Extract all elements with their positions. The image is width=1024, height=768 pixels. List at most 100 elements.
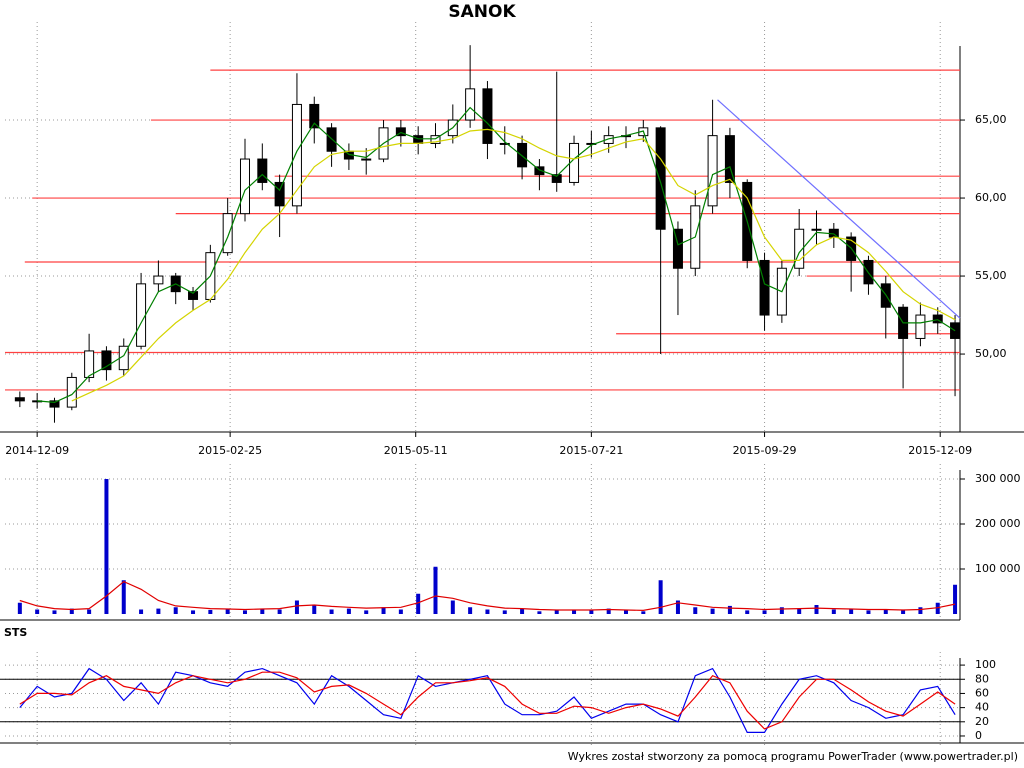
volume-bar xyxy=(502,610,507,614)
volume-bar xyxy=(104,479,109,614)
y-tick-label: 50,00 xyxy=(975,347,1007,360)
oscillator-line xyxy=(19,667,956,733)
volume-bar xyxy=(606,608,611,614)
candle-body xyxy=(136,283,147,347)
candle-body xyxy=(257,158,268,183)
y-tick-label: 100 000 xyxy=(975,562,1021,575)
volume-bar xyxy=(87,609,92,614)
volume-bar xyxy=(953,584,958,614)
candle-body xyxy=(66,376,77,408)
volume-bar xyxy=(675,600,680,614)
candle-body xyxy=(915,314,926,339)
y-tick-label: 200 000 xyxy=(975,517,1021,530)
candle-body xyxy=(153,275,164,285)
moving-average xyxy=(71,128,956,402)
oscillator-line xyxy=(19,671,956,730)
candle-body xyxy=(84,350,95,378)
volume-bar xyxy=(935,602,940,614)
y-tick-label: 0 xyxy=(975,729,982,742)
volume-bar xyxy=(883,609,888,614)
candle-body xyxy=(413,135,424,144)
y-tick-label: 60,00 xyxy=(975,191,1007,204)
volume-bar xyxy=(35,609,40,614)
volume-bar xyxy=(918,607,923,614)
volume-bar xyxy=(173,607,178,614)
footer: Wykres został stworzony za pomocą progra… xyxy=(568,750,1018,763)
volume-bar xyxy=(520,608,525,614)
trend-line xyxy=(717,99,961,319)
volume-bar xyxy=(398,609,403,614)
volume-bar xyxy=(779,607,784,614)
volume-bar xyxy=(69,608,74,614)
candle-body xyxy=(724,135,735,183)
candle-body xyxy=(291,103,302,207)
candle-body xyxy=(239,158,250,215)
candle-body xyxy=(101,350,112,371)
volume-bar xyxy=(346,608,351,614)
candle-body xyxy=(395,127,406,137)
x-tick-label: 2015-02-25 xyxy=(198,444,262,457)
candle-body xyxy=(49,400,60,408)
candle-body xyxy=(707,135,718,207)
y-tick-label: 40 xyxy=(975,701,989,714)
volume-bar xyxy=(294,600,299,614)
volume-bar xyxy=(156,608,161,614)
volume-bar xyxy=(242,610,247,614)
volume-bar xyxy=(364,610,369,614)
volume-bar xyxy=(121,580,126,614)
candle-body xyxy=(465,88,476,121)
volume-bar xyxy=(450,600,455,614)
volume-bar xyxy=(762,610,767,614)
y-tick-label: 20 xyxy=(975,715,989,728)
volume-bar xyxy=(866,610,871,614)
volume-bar xyxy=(260,608,265,614)
y-tick-label: 65,00 xyxy=(975,113,1007,126)
volume-bar xyxy=(710,608,715,614)
volume-bar xyxy=(727,605,732,614)
candle-body xyxy=(551,174,562,183)
candle-body xyxy=(188,291,199,300)
volume-bar xyxy=(849,608,854,614)
volume-bar xyxy=(485,609,490,614)
candle-body xyxy=(932,314,943,324)
candle-body xyxy=(222,213,233,254)
candle-body xyxy=(811,228,822,231)
candle-body xyxy=(482,88,493,144)
volume-bar xyxy=(658,580,663,614)
candle-body xyxy=(309,103,320,129)
volume-average xyxy=(19,580,956,612)
y-tick-label: 100 xyxy=(975,658,996,671)
candle-body xyxy=(499,142,510,145)
volume-bar xyxy=(416,593,421,614)
x-tick-label: 2015-09-29 xyxy=(733,444,797,457)
volume-bar xyxy=(52,610,57,614)
volume-bar xyxy=(17,602,22,614)
candle-body xyxy=(655,127,666,230)
volume-bar xyxy=(381,607,386,614)
candle-body xyxy=(759,259,770,316)
volume-bar xyxy=(554,610,559,614)
volume-bar xyxy=(572,609,577,614)
candle-body xyxy=(672,228,683,269)
candle-body xyxy=(361,158,372,161)
x-tick-label: 2015-05-11 xyxy=(384,444,448,457)
volume-bar xyxy=(468,607,473,614)
volume-bar xyxy=(225,609,230,614)
volume-bar xyxy=(139,609,144,614)
volume-bar xyxy=(589,609,594,614)
candle-body xyxy=(569,142,580,183)
y-tick-label: 60 xyxy=(975,686,989,699)
candle-body xyxy=(274,181,285,207)
chart-title: SANOK xyxy=(448,2,516,22)
x-tick-label: 2014-12-09 xyxy=(5,444,69,457)
volume-bar xyxy=(745,610,750,614)
candle-body xyxy=(430,135,441,144)
volume-bar xyxy=(814,605,819,614)
y-tick-label: 80 xyxy=(975,672,989,685)
candle-body xyxy=(794,228,805,269)
volume-bar xyxy=(191,610,196,614)
volume-bar xyxy=(208,609,213,614)
volume-bar xyxy=(623,610,628,614)
